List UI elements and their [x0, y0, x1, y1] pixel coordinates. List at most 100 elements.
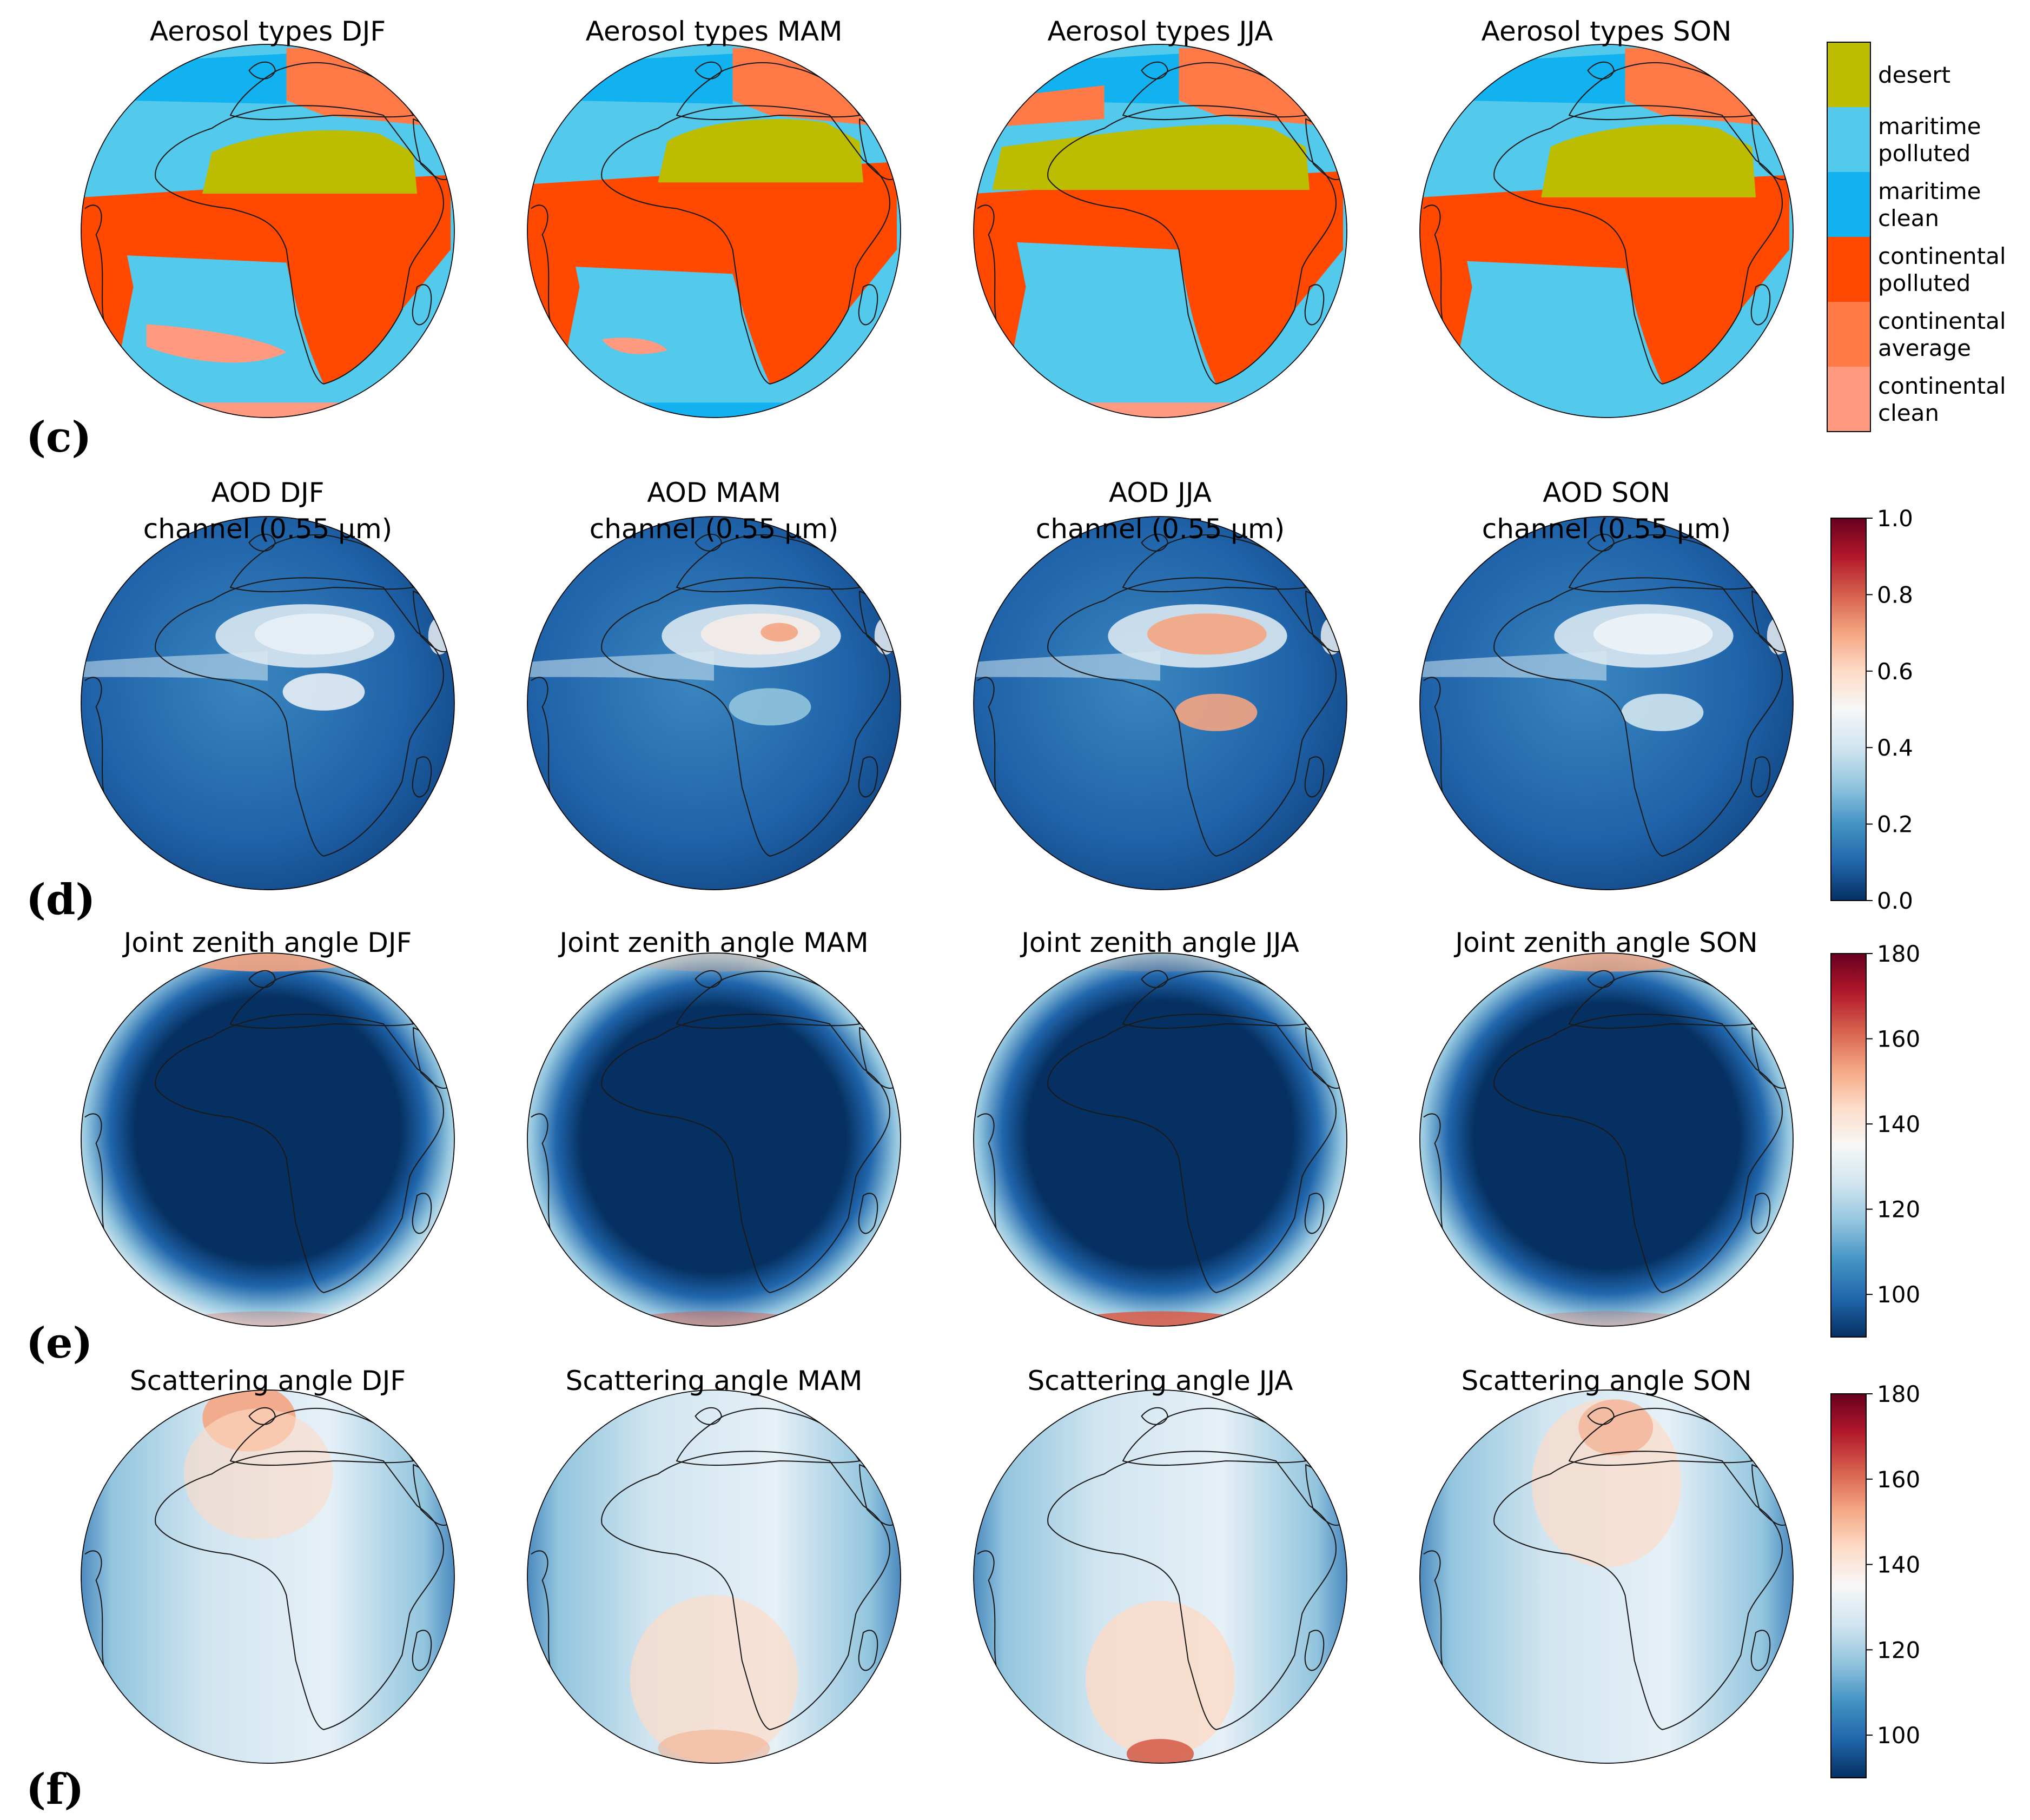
coastline-samerica — [977, 677, 1001, 806]
coastline-africa — [601, 1451, 890, 1730]
colorbar-e: 100 120 140 160 180 — [1830, 941, 1920, 1338]
coastline-samerica — [531, 1113, 554, 1243]
coastline-britain — [1141, 61, 1168, 80]
coastline-samerica — [977, 204, 1001, 334]
legend-swatch — [1827, 302, 1870, 367]
panel-label-e: (e) — [26, 1319, 92, 1368]
coastline-madagascar — [1750, 284, 1771, 326]
row-c: Aerosol types DJF Aerosol types MAM Aeroso… — [26, 16, 1794, 462]
legend-label: continental — [1878, 373, 2006, 399]
legend-label: polluted — [1878, 270, 1971, 296]
title-f-0: Scattering angle DJF — [130, 1365, 406, 1397]
coastline-britain — [1141, 533, 1168, 552]
subtitle-d-2: channel (0.55 μm) — [1036, 513, 1285, 545]
subtitle-d-3: channel (0.55 μm) — [1482, 513, 1731, 545]
coastline-britain — [1587, 533, 1615, 552]
globe-f-2 — [973, 1389, 1347, 1764]
coastline-madagascar — [412, 284, 432, 326]
colorbar-tick-label: 140 — [1877, 1552, 1920, 1578]
legend-label: continental — [1878, 308, 2006, 334]
coastline-britain — [695, 1407, 722, 1425]
coastline-africa — [1047, 577, 1337, 857]
coastline-africa — [601, 105, 890, 385]
colorbar-tick-label: 100 — [1877, 1722, 1920, 1749]
legend-label: clean — [1878, 400, 1939, 426]
coastline-britain — [248, 970, 276, 988]
legend-label: polluted — [1878, 140, 1971, 167]
legend-label: desert — [1878, 62, 1950, 88]
coastline-africa — [155, 105, 444, 385]
coastline-samerica — [977, 1550, 1001, 1680]
row-d: AOD DJF channel (0.55 μm) AOD MAM channel (… — [26, 477, 1794, 924]
coastline-samerica — [977, 1113, 1001, 1243]
globe-f-0 — [81, 1389, 455, 1764]
coastline-africa — [1047, 105, 1337, 385]
coastline-madagascar — [858, 756, 878, 798]
coastline-africa — [155, 1014, 444, 1293]
coastline-africa — [1493, 105, 1783, 385]
coastline-britain — [1141, 1407, 1168, 1425]
title-c-2: Aerosol types JJA — [1047, 16, 1273, 47]
colorbar-tick-label: 120 — [1877, 1196, 1920, 1223]
globe-c-1 — [527, 44, 901, 418]
coastline-madagascar — [412, 1630, 432, 1671]
globe-e-2 — [973, 952, 1347, 1327]
legend-swatch — [1827, 42, 1870, 107]
legend-swatch — [1827, 172, 1870, 237]
legend-swatch — [1827, 107, 1870, 172]
coastline-madagascar — [858, 284, 878, 326]
legend-label: maritime — [1878, 178, 1981, 204]
coastline-samerica — [531, 677, 554, 806]
title-e-2: Joint zenith angle JJA — [1020, 927, 1299, 958]
colorbar-tick-label: 140 — [1877, 1111, 1920, 1137]
coastline-africa — [601, 1014, 890, 1293]
coastline-madagascar — [412, 756, 432, 798]
title-d-2: AOD JJA — [1109, 477, 1212, 508]
coastline-samerica — [531, 1550, 554, 1680]
colorbar-tick-label: 180 — [1877, 941, 1920, 967]
coastline-madagascar — [412, 1193, 432, 1234]
globe-d-0 — [81, 516, 455, 890]
colorbar-tick-label: 0.2 — [1877, 811, 1913, 838]
subtitle-d-1: channel (0.55 μm) — [590, 513, 839, 545]
colorbar-tick-label: 0.6 — [1877, 658, 1913, 685]
legend-label: average — [1878, 335, 1971, 361]
panel-label-c: (c) — [26, 413, 91, 462]
coastline-madagascar — [1304, 284, 1325, 326]
coastline-madagascar — [858, 1630, 878, 1671]
title-c-3: Aerosol types SON — [1482, 16, 1732, 47]
coastline-madagascar — [1304, 1630, 1325, 1671]
globe-d-2 — [973, 516, 1347, 890]
title-c-0: Aerosol types DJF — [150, 16, 386, 47]
globe-f-1 — [527, 1389, 901, 1764]
coastline-samerica — [84, 1113, 108, 1243]
globe-c-2 — [973, 44, 1347, 418]
coastline-samerica — [1423, 1113, 1447, 1243]
coastline-britain — [248, 61, 276, 80]
title-d-0: AOD DJF — [211, 477, 324, 508]
colorbar-tick-label: 1.0 — [1877, 505, 1913, 532]
title-f-2: Scattering angle JJA — [1027, 1365, 1293, 1397]
colorbar-f: 100 120 140 160 180 — [1830, 1381, 1920, 1778]
legend-label: maritime — [1878, 113, 1981, 140]
panel-label-d: (d) — [26, 875, 95, 924]
globe-e-1 — [527, 952, 901, 1327]
colorbar-tick-label: 0.0 — [1877, 888, 1913, 914]
title-e-3: Joint zenith angle SON — [1453, 927, 1757, 958]
colorbar-tick-label: 0.8 — [1877, 581, 1913, 608]
legend-swatch — [1827, 367, 1870, 432]
colorbar-tick-label: 0.4 — [1877, 734, 1913, 761]
title-f-3: Scattering angle SON — [1462, 1365, 1752, 1397]
coastline-africa — [1493, 1014, 1783, 1293]
coastline-britain — [695, 61, 722, 80]
colorbar-tick-label: 160 — [1877, 1466, 1920, 1493]
coastline-britain — [695, 970, 722, 988]
coastline-britain — [695, 533, 722, 552]
title-e-1: Joint zenith angle MAM — [558, 927, 868, 958]
globe-c-3 — [1419, 44, 1794, 418]
coastline-africa — [1047, 1451, 1337, 1730]
coastline-samerica — [84, 1550, 108, 1680]
row-e: Joint zenith angle DJF Joint zenith angle… — [26, 927, 1794, 1368]
coastline-samerica — [1423, 677, 1447, 806]
